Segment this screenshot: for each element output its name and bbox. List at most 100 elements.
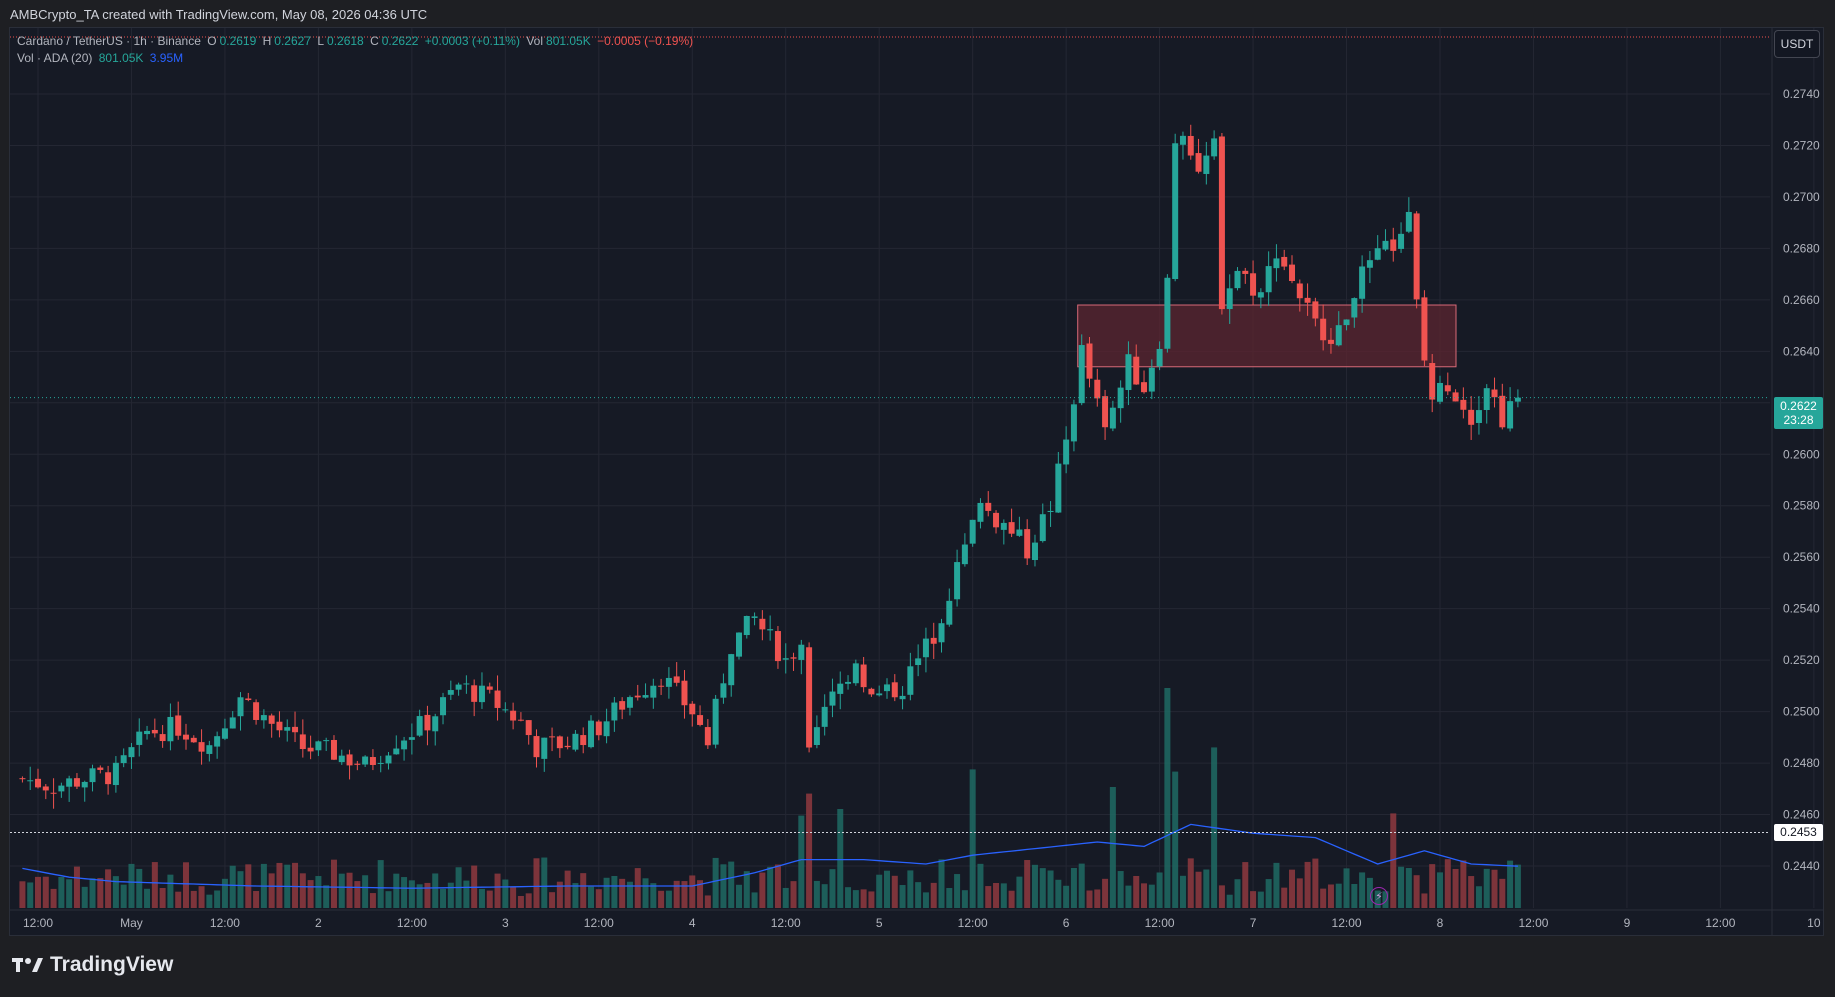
volume-bar	[642, 878, 649, 908]
candle-body	[260, 715, 267, 721]
candle-body	[1164, 277, 1171, 349]
high-label: H	[262, 34, 272, 48]
volume-bar	[603, 877, 610, 908]
volume-bar	[338, 873, 345, 908]
candle-body	[1359, 266, 1366, 299]
candle-body	[689, 703, 696, 715]
candle-body	[1304, 297, 1311, 303]
candle-body	[821, 706, 828, 727]
candle-body	[634, 695, 641, 698]
volume-bar	[486, 890, 493, 908]
candle-body	[1141, 382, 1148, 393]
time-tick-label: 8	[1437, 916, 1444, 930]
volume-bar	[673, 880, 680, 908]
vol-change-value: −0.0005 (−0.19%)	[597, 34, 694, 48]
candle-body	[1039, 514, 1046, 542]
candle-body	[1055, 463, 1062, 513]
candle-body	[1234, 270, 1241, 289]
candle-body	[447, 690, 454, 695]
volume-bar	[416, 884, 423, 908]
symbol-title[interactable]: Cardano / TetherUS · 1h · Binance	[17, 34, 201, 48]
volume-bar	[1218, 885, 1225, 908]
volume-bar	[930, 882, 937, 908]
volume-bar	[1335, 883, 1342, 908]
candle-body	[1226, 288, 1233, 310]
candle-body	[1437, 382, 1443, 402]
candle-body	[1452, 392, 1459, 402]
currency-badge[interactable]: USDT	[1774, 30, 1820, 58]
high-value: 0.2627	[274, 34, 311, 48]
candle-body	[673, 676, 680, 683]
low-value: 0.2618	[327, 34, 364, 48]
time-tick-label: 12:00	[23, 916, 53, 930]
volume-bar	[159, 887, 166, 908]
price-lines	[10, 36, 1770, 834]
volume-bar	[946, 888, 953, 908]
volume-bar	[362, 875, 369, 908]
candle-body	[915, 658, 922, 666]
volume-bar	[556, 881, 563, 908]
volume-bar	[1359, 872, 1366, 908]
candle-body	[782, 658, 789, 660]
volume-bar	[66, 879, 73, 908]
volume-bar	[634, 868, 641, 908]
time-tick-label: 12:00	[958, 916, 988, 930]
price-tick-label: 0.2660	[1783, 293, 1820, 307]
candle-body	[533, 736, 540, 758]
price-tick-label: 0.2500	[1783, 705, 1820, 719]
candle-body	[1343, 319, 1350, 326]
volume-bar	[463, 880, 470, 908]
candle-body	[510, 710, 517, 721]
candle-body	[292, 726, 299, 733]
volume-bar	[478, 888, 485, 908]
candle-body	[66, 778, 73, 787]
candle-body	[588, 720, 595, 748]
candle-body	[245, 698, 252, 701]
candle-body	[1374, 248, 1381, 260]
candle-body	[502, 709, 509, 711]
volume-bar	[97, 878, 104, 908]
candle-body	[229, 717, 236, 729]
candle-body	[1148, 367, 1155, 392]
volume-bar	[198, 886, 205, 908]
chart-frame[interactable]	[9, 27, 1824, 936]
volume-bar	[1226, 894, 1233, 908]
candle-body	[1398, 233, 1405, 249]
candle-body	[798, 644, 805, 660]
candle-body	[408, 737, 415, 740]
tradingview-logo-icon	[12, 958, 43, 972]
candle-body	[237, 697, 244, 717]
vol-label: Vol	[526, 34, 544, 48]
volume-bar	[1483, 868, 1490, 908]
tradingview-brand[interactable]: TradingView	[12, 953, 173, 977]
candle-body	[549, 736, 556, 738]
candle-body	[619, 701, 626, 710]
volume-bar	[743, 871, 750, 908]
volume-bar	[891, 875, 898, 908]
volume-bar	[42, 876, 49, 908]
candle-body	[751, 616, 758, 618]
lightning-icon[interactable]: ⚡	[1370, 887, 1388, 905]
candle-body	[899, 695, 906, 700]
volume-bar	[1468, 876, 1475, 908]
volume-bar	[689, 875, 696, 908]
volume-bar	[1351, 884, 1358, 908]
volume-bar	[665, 890, 672, 908]
change-value: +0.0003 (+0.11%)	[424, 34, 520, 48]
volume-bar	[588, 886, 595, 908]
volume-bar	[1094, 889, 1101, 908]
volume-bar	[1413, 875, 1420, 908]
volume-bar	[136, 868, 143, 908]
candle-body	[626, 697, 633, 708]
time-tick-label: 3	[502, 916, 509, 930]
volume-bar	[1000, 883, 1007, 908]
candle-body	[463, 683, 470, 685]
volume-bar	[860, 889, 867, 908]
volume-indicator-title[interactable]: Vol · ADA (20)	[17, 51, 93, 65]
grid	[10, 28, 1824, 936]
volume-bar	[720, 864, 727, 908]
brand-name: TradingView	[50, 953, 174, 976]
candle-body	[1203, 155, 1210, 174]
current-price-tag: 0.2622 23:28	[1774, 397, 1823, 429]
